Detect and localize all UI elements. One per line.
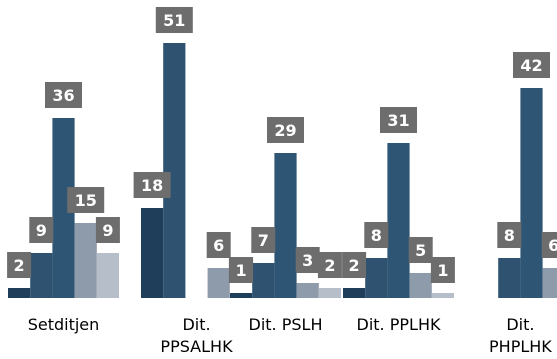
- value-label-box: [29, 217, 54, 243]
- category-label: Dit.: [506, 315, 534, 334]
- value-label-box: [229, 257, 254, 283]
- value-label-box: [364, 222, 389, 248]
- value-label: 1: [236, 261, 247, 280]
- value-label-box: [251, 227, 276, 253]
- bar: [318, 288, 341, 298]
- bar: [163, 43, 186, 298]
- bar: [431, 293, 454, 298]
- value-label-box: [541, 232, 557, 258]
- value-label: 31: [387, 111, 409, 130]
- value-label: 9: [102, 221, 113, 240]
- value-label-box: [497, 222, 522, 248]
- bar: [365, 258, 388, 298]
- value-label-box: [513, 52, 550, 78]
- value-label-box: [45, 82, 82, 108]
- bar: [74, 223, 97, 298]
- value-label: 6: [213, 236, 224, 255]
- value-label: 29: [274, 121, 296, 140]
- bar: [274, 153, 297, 298]
- bar: [296, 283, 319, 298]
- value-label: 2: [14, 256, 25, 275]
- category-label: PPSALHK: [160, 337, 233, 356]
- bar: [141, 208, 164, 298]
- value-label-box: [7, 252, 32, 278]
- value-label-box: [67, 187, 105, 213]
- value-label-box: [206, 232, 231, 258]
- bar: [230, 293, 253, 298]
- value-label: 8: [504, 226, 515, 245]
- value-label-box: [342, 252, 367, 278]
- category-label: PHPLHK: [489, 337, 552, 356]
- category-label: Setditjen: [28, 315, 100, 334]
- value-label-box: [317, 252, 342, 278]
- value-label: 36: [52, 86, 74, 105]
- bar: [387, 143, 410, 298]
- value-label-box: [295, 247, 320, 273]
- value-label-box: [133, 172, 171, 198]
- value-label: 2: [349, 256, 360, 275]
- value-label: 9: [36, 221, 47, 240]
- value-label-box: [380, 107, 417, 133]
- value-label: 51: [163, 11, 185, 30]
- bar: [498, 258, 521, 298]
- value-label: 42: [520, 56, 542, 75]
- value-label-box: [430, 257, 455, 283]
- value-label: 2: [324, 256, 335, 275]
- value-label-box: [408, 237, 433, 263]
- bar: [30, 253, 53, 298]
- value-label: 5: [415, 241, 426, 260]
- value-label: 8: [371, 226, 382, 245]
- bar: [542, 268, 557, 298]
- bar: [207, 268, 230, 298]
- value-label-box: [267, 117, 304, 143]
- value-label: 7: [258, 231, 269, 250]
- bar: [409, 273, 432, 298]
- category-label: Dit.: [182, 315, 210, 334]
- value-label: 6: [548, 236, 557, 255]
- bar: [8, 288, 31, 298]
- bar: [343, 288, 366, 298]
- value-label-box: [95, 217, 120, 243]
- value-labels-layer: 29361591851611729322831518426: [7, 7, 557, 283]
- category-label: Dit. PPLHK: [357, 315, 441, 334]
- bar: [96, 253, 119, 298]
- bar: [520, 88, 543, 298]
- category-label: Dit. PSLH: [249, 315, 323, 334]
- bar: [252, 263, 275, 298]
- bar: [52, 118, 75, 298]
- value-label: 3: [302, 251, 313, 270]
- category-labels-layer: Setditjen Dit. PPSALHK Dit. PSLH Dit. PPLHK D…: [28, 315, 553, 356]
- bars-layer: [8, 43, 557, 298]
- value-label: 18: [141, 176, 163, 195]
- value-label: 1: [437, 261, 448, 280]
- value-label: 15: [75, 191, 97, 210]
- value-label-box: [155, 7, 193, 33]
